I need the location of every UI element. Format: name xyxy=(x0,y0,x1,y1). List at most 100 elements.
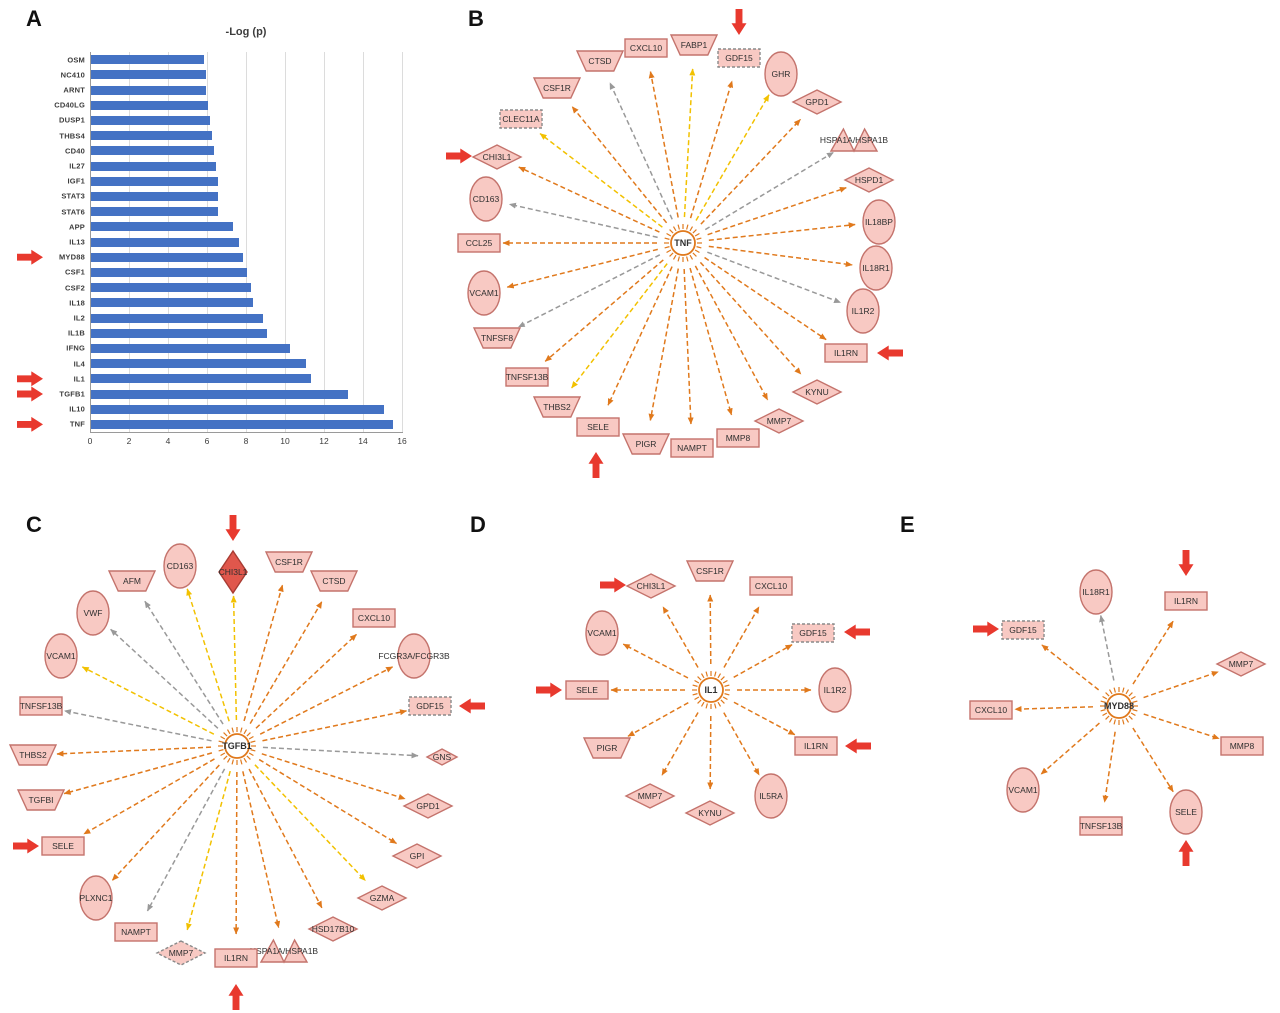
network-edge-gray xyxy=(508,202,658,239)
bar-tgfb1 xyxy=(91,389,349,399)
x-tick-label: 0 xyxy=(87,436,93,446)
category-label-il13: IL13 xyxy=(69,237,85,247)
node-il18r1: IL18R1 xyxy=(1078,568,1114,616)
rect-shape-icon xyxy=(19,696,63,716)
node-nampt: NAMPT xyxy=(669,437,715,459)
node-label: FCGR3A/FCGR3B xyxy=(378,651,450,661)
node-mmp8: MMP8 xyxy=(715,427,761,449)
node-csf1r: CSF1R xyxy=(685,559,735,583)
network-edge-yellow xyxy=(230,595,238,721)
network-edge-orange xyxy=(1132,620,1174,685)
network-edge-orange xyxy=(1041,644,1100,691)
rect-shape-icon xyxy=(505,367,549,387)
bar-csf1 xyxy=(91,267,247,277)
node-label: CXCL10 xyxy=(629,43,663,53)
node-fcgr3a-fcgr3b: FCGR3A/FCGR3B xyxy=(378,632,450,680)
gridline xyxy=(402,52,403,432)
node-pigr: PIGR xyxy=(582,736,632,760)
trap-shape-icon xyxy=(575,50,625,72)
node-pigr: PIGR xyxy=(621,432,671,456)
category-label-tnf: TNF xyxy=(69,419,85,429)
network-edge-orange xyxy=(700,118,802,225)
rect-shape-icon xyxy=(214,948,258,968)
rect-shape-icon xyxy=(1220,736,1264,756)
node-label: VCAM1 xyxy=(1008,785,1038,795)
rect-shape-icon xyxy=(1001,620,1045,640)
node-csf1r: CSF1R xyxy=(532,76,582,100)
node-label: CD163 xyxy=(166,561,194,571)
network-edge-orange xyxy=(1143,671,1219,699)
category-label-il1b: IL1B xyxy=(67,328,85,338)
network-edge-orange xyxy=(258,758,397,845)
bar-csf2 xyxy=(91,283,251,293)
network-edge-orange xyxy=(707,186,847,236)
ellipse-shape-icon xyxy=(467,270,501,316)
ellipse-shape-icon xyxy=(1169,789,1203,835)
node-label: VWF xyxy=(83,608,103,618)
node-chi3l1: CHI3L1 xyxy=(625,572,677,600)
diamond-shape-icon xyxy=(471,144,523,170)
ellipse-shape-icon xyxy=(585,610,619,656)
node-label: CHI3L1 xyxy=(636,581,666,591)
network-edge-orange xyxy=(233,771,240,935)
category-label-il27: IL27 xyxy=(69,161,85,171)
network-edge-orange xyxy=(83,758,215,835)
node-label: VCAM1 xyxy=(46,651,76,661)
node-ccl25: CCL25 xyxy=(456,232,502,254)
node-label: TNFSF13B xyxy=(505,372,549,382)
node-label: GDF15 xyxy=(725,53,753,63)
node-fabp1: FABP1 xyxy=(669,33,719,57)
node-label: GNS xyxy=(432,752,452,762)
node-label: GZMA xyxy=(369,893,395,903)
node-gzma: GZMA xyxy=(356,884,408,912)
network-edge-orange xyxy=(707,715,714,790)
hub-burst-icon xyxy=(1100,687,1138,725)
trap-shape-icon xyxy=(532,77,582,99)
node-label: KYNU xyxy=(698,808,722,818)
bar-dusp1 xyxy=(91,115,210,125)
ellipse-shape-icon xyxy=(818,667,852,713)
diamond-shape-icon xyxy=(843,167,895,193)
node-gns: GNS xyxy=(425,747,459,767)
node-sele: SELE xyxy=(575,416,621,438)
node-il18bp: IL18BP xyxy=(861,198,897,246)
gridline xyxy=(246,52,247,432)
network-edge-gray xyxy=(110,628,219,729)
node-gpi: GPI xyxy=(391,842,443,870)
node-label: CTSD xyxy=(322,576,346,586)
node-cd163: CD163 xyxy=(468,175,504,223)
network-edge-orange xyxy=(248,768,323,909)
network-edge-orange xyxy=(1143,713,1220,740)
category-label-dusp1: DUSP1 xyxy=(58,115,85,125)
node-thbs2: THBS2 xyxy=(8,743,58,767)
network-edge-orange xyxy=(518,166,660,233)
bar-myd88 xyxy=(91,252,244,262)
category-label-tgfb1: TGFB1 xyxy=(59,389,85,399)
rect-shape-icon xyxy=(717,48,761,68)
bar-il4 xyxy=(91,359,306,369)
network-edge-orange xyxy=(648,268,680,421)
network-edge-orange xyxy=(699,261,802,375)
node-label: MMP7 xyxy=(168,948,194,958)
diamond-shape-icon xyxy=(402,793,454,819)
node-label: CSF1R xyxy=(275,557,303,567)
hub-label: IL1 xyxy=(704,685,718,695)
network-edge-orange xyxy=(259,666,394,735)
category-label-csf1: CSF1 xyxy=(65,267,85,277)
node-label: IL1RN xyxy=(1173,596,1199,606)
node-label: GPD1 xyxy=(805,97,829,107)
node-label: GDF15 xyxy=(416,701,444,711)
node-vcam1: VCAM1 xyxy=(466,269,502,317)
category-label-il4: IL4 xyxy=(73,359,85,369)
bar-il18 xyxy=(91,298,253,308)
network-edge-orange xyxy=(56,746,212,757)
node-label: VCAM1 xyxy=(469,288,499,298)
node-label: CHI3L1 xyxy=(218,567,248,577)
node-label: SELE xyxy=(1175,807,1197,817)
gridline xyxy=(324,52,325,432)
pvalue-bar-chart: -Log (p) 0 2 4 6 8 10 12 14 16 OSM NC410 ARNT CD40LG… xyxy=(0,0,460,505)
bar-cd40lg xyxy=(91,100,208,110)
network-edge-orange xyxy=(1132,727,1174,793)
node-il1r2: IL1R2 xyxy=(817,666,853,714)
rect-shape-icon xyxy=(670,438,714,458)
